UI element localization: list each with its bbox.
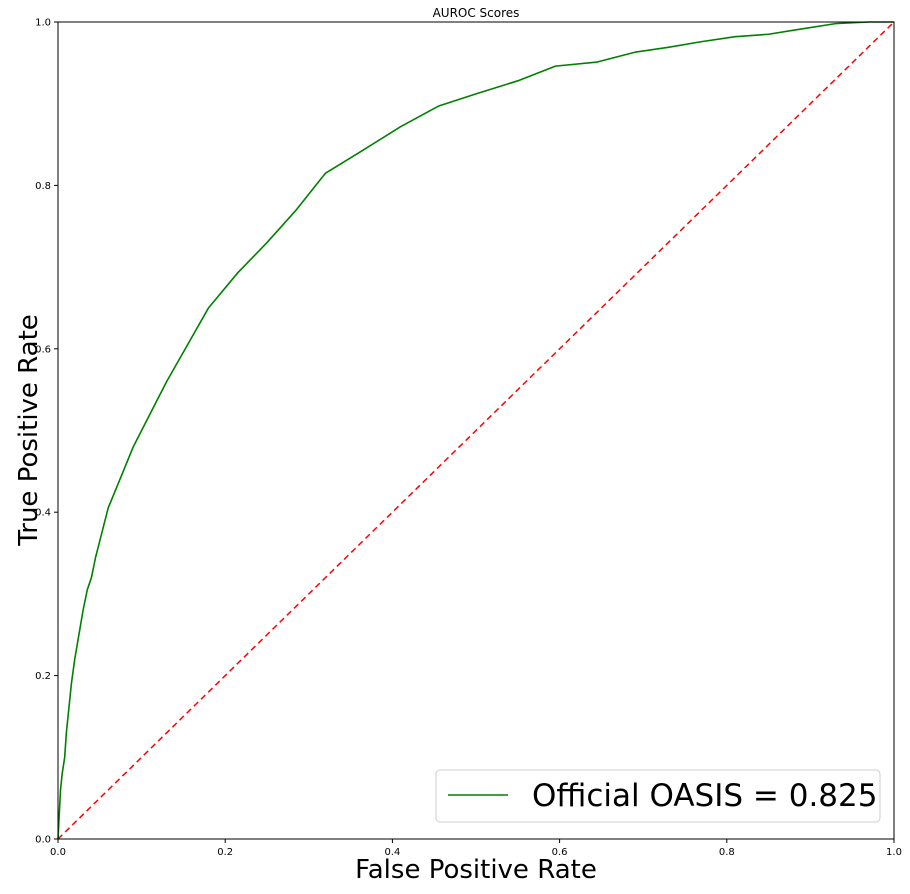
x-tick-label: 0.4 (384, 847, 400, 858)
y-tick-label: 0.0 (35, 835, 51, 846)
plot-layer (57, 21, 895, 840)
y-tick-label: 1.0 (35, 18, 51, 29)
roc-curve-line (57, 21, 894, 840)
chart-title: AUROC Scores (433, 6, 520, 20)
legend-box (435, 769, 881, 823)
x-axis-label: False Positive Rate (355, 855, 597, 885)
legend-entry-official-oasis: Official OASIS = 0.825 (532, 778, 877, 814)
y-axis-label: True Positive Rate (14, 314, 44, 547)
axes-layer: 0.0 0.2 0.4 0.6 0.8 1.0 0.0 0.2 0.4 0.6 0.8 1.0 (35, 18, 902, 859)
y-tick-label: 0.2 (35, 671, 51, 682)
x-tick-label: 1.0 (886, 847, 902, 858)
x-tick-label: 0.8 (719, 847, 735, 858)
y-tick-label: 0.6 (35, 344, 51, 355)
x-tick-label: 0.0 (50, 847, 66, 858)
x-tick-label: 0.2 (217, 847, 233, 858)
plot-frame (57, 21, 895, 840)
chance-diagonal-line (57, 21, 895, 840)
legend: Official OASIS = 0.825 (435, 769, 881, 823)
y-tick-label: 0.4 (35, 508, 51, 519)
y-tick-label: 0.8 (35, 181, 51, 192)
x-tick-label: 0.6 (552, 847, 568, 858)
